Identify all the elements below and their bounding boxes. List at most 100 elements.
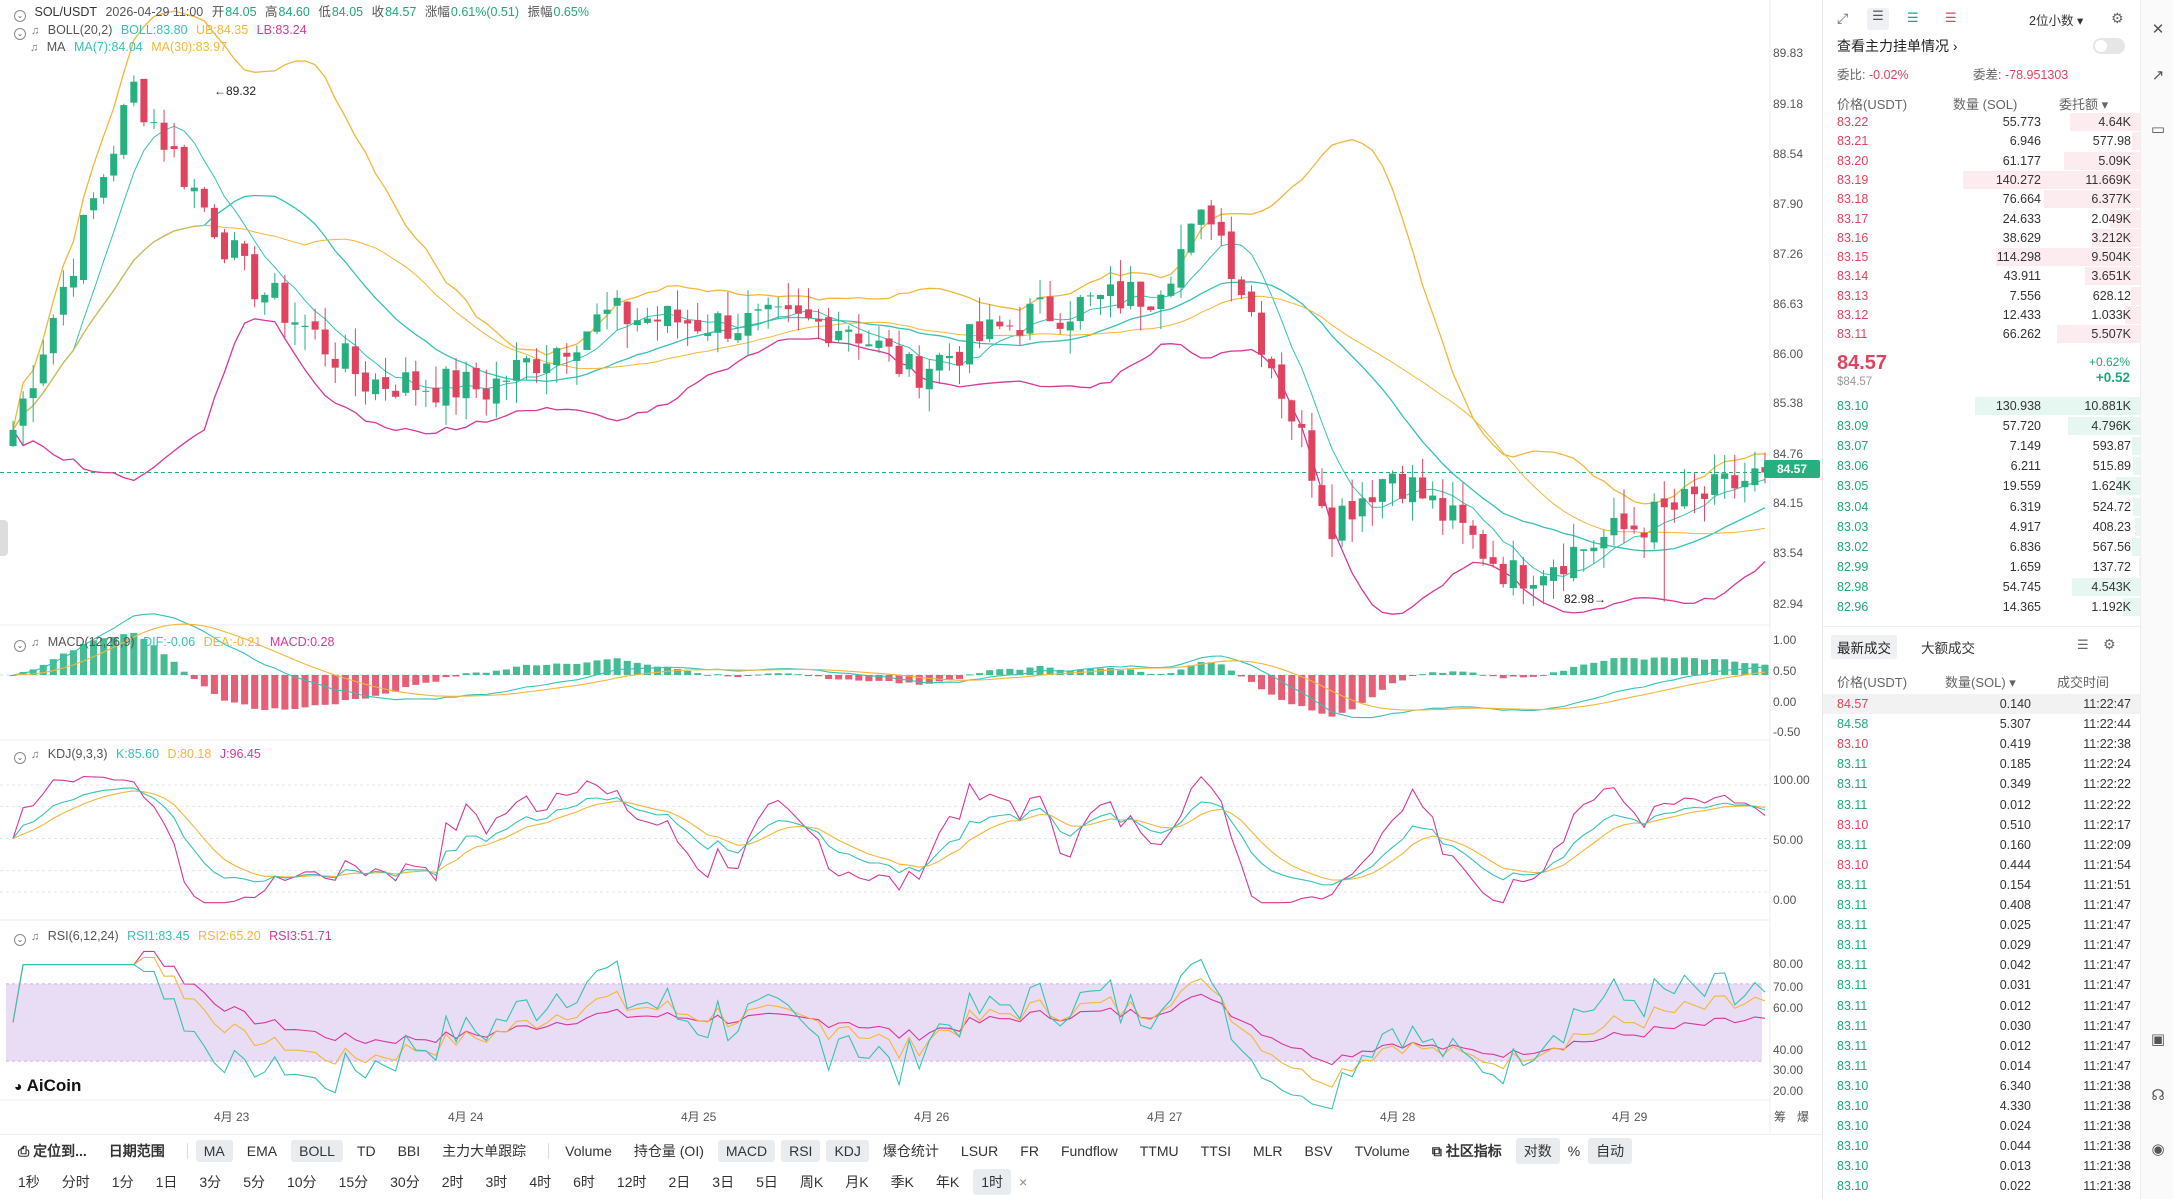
sub-ttmu[interactable]: TTMU xyxy=(1139,1142,1179,1159)
axis-corner-chip[interactable]: 筹 xyxy=(1774,1110,1787,1124)
bid-row[interactable]: 83.03 4.917 408.23 xyxy=(1823,517,2141,537)
tf-30m[interactable]: 30分 xyxy=(390,1174,420,1190)
book-bids-icon[interactable]: ☰ xyxy=(1907,10,1919,25)
collapse-icon[interactable]: ⌄ xyxy=(14,640,26,652)
tf-week[interactable]: 周K xyxy=(799,1174,824,1190)
ask-row[interactable]: 83.22 55.773 4.64K xyxy=(1823,112,2141,132)
tf-2h[interactable]: 2时 xyxy=(441,1174,464,1190)
collapse-icon[interactable]: ⌄ xyxy=(14,752,26,764)
tf-4h[interactable]: 4时 xyxy=(529,1174,552,1190)
close-icon[interactable]: ✕ xyxy=(2151,21,2165,38)
bid-row[interactable]: 83.04 6.319 524.72 xyxy=(1823,497,2141,517)
headset-icon[interactable]: ☊ xyxy=(2151,1087,2165,1104)
tf-1m[interactable]: 1分 xyxy=(111,1174,134,1190)
bid-row[interactable]: 82.99 1.659 137.72 xyxy=(1823,557,2141,577)
tf-10m[interactable]: 10分 xyxy=(286,1174,317,1190)
chart-area[interactable]: ⌄ SOL/USDT 2026-04-29 11:00 开84.05 高84.6… xyxy=(0,0,1822,1134)
ask-row[interactable]: 83.15 114.298 9.504K xyxy=(1823,247,2141,267)
sub-lsur[interactable]: LSUR xyxy=(960,1142,999,1159)
view-main-orders-link[interactable]: 查看主力挂单情况 › xyxy=(1837,36,1958,56)
trades-scrollbar[interactable] xyxy=(2126,660,2130,1190)
collapse-icon[interactable]: ⌄ xyxy=(14,28,26,40)
log-scale-toggle[interactable]: 对数 xyxy=(1515,1137,1560,1164)
bid-row[interactable]: 83.07 7.149 593.87 xyxy=(1823,436,2141,456)
tf-timeline[interactable]: 分时 xyxy=(61,1174,90,1190)
precision-select[interactable]: 2位小数 ▾ xyxy=(2029,10,2083,29)
indicator-ema[interactable]: EMA xyxy=(246,1142,278,1159)
indicator-ma[interactable]: MA xyxy=(195,1139,233,1162)
indicator-boll[interactable]: BOLL xyxy=(291,1139,343,1162)
tf-3d[interactable]: 3日 xyxy=(712,1174,735,1190)
sub-mlr[interactable]: MLR xyxy=(1252,1142,1283,1159)
tf-1s[interactable]: 1秒 xyxy=(18,1174,40,1190)
auto-scale-toggle[interactable]: 自动 xyxy=(1588,1137,1633,1164)
tab-latest-trades[interactable]: 最新成交 xyxy=(1831,635,1897,659)
community-indicator-button[interactable]: ⧉ 社区指标 xyxy=(1424,1138,1510,1164)
gear-icon[interactable]: ⚙ xyxy=(2103,636,2116,652)
left-collapse-handle[interactable] xyxy=(0,520,8,556)
bid-row[interactable]: 82.96 14.365 1.192K xyxy=(1823,597,2141,617)
bell-icon[interactable]: ♫ xyxy=(30,42,39,54)
bid-row[interactable]: 83.06 6.211 515.89 xyxy=(1823,456,2141,476)
layout-icon[interactable]: ▣ xyxy=(2150,1031,2166,1048)
ask-row[interactable]: 83.17 24.633 2.049K xyxy=(1823,209,2141,229)
tf-5d[interactable]: 5日 xyxy=(756,1174,778,1190)
tf-12h[interactable]: 12时 xyxy=(616,1174,647,1190)
sub-bsv[interactable]: BSV xyxy=(1304,1142,1333,1159)
main-orders-toggle[interactable] xyxy=(2093,38,2125,54)
sub-fundflow[interactable]: Fundflow xyxy=(1060,1142,1118,1159)
trades-col-qty[interactable]: 数量(SOL) ▾ xyxy=(1945,675,2016,690)
bell-icon[interactable]: ♫ xyxy=(31,637,40,649)
ask-row[interactable]: 83.20 61.177 5.09K xyxy=(1823,151,2141,171)
bell-icon[interactable]: ♫ xyxy=(31,931,40,943)
ask-row[interactable]: 83.12 12.433 1.033K xyxy=(1823,305,2141,325)
book-asks-icon[interactable]: ☰ xyxy=(1945,10,1957,25)
chart-line-icon[interactable]: ↗ xyxy=(2151,67,2165,84)
percent-scale-toggle[interactable]: % xyxy=(1567,1142,1581,1159)
expand-icon[interactable]: ⤢ xyxy=(1837,10,1849,26)
sub-kdj[interactable]: KDJ xyxy=(826,1139,869,1162)
gear-icon[interactable]: ⚙ xyxy=(2111,10,2124,26)
tf-quarter[interactable]: 季K xyxy=(890,1174,914,1190)
ask-row[interactable]: 83.21 6.946 577.98 xyxy=(1823,131,2141,151)
tf-month[interactable]: 月K xyxy=(845,1174,869,1190)
axis-corner-liq[interactable]: 爆 xyxy=(1797,1110,1810,1124)
bid-row[interactable]: 83.09 57.720 4.796K xyxy=(1823,416,2141,436)
indicator-td[interactable]: TD xyxy=(356,1142,376,1159)
tf-1d[interactable]: 1日 xyxy=(155,1174,178,1190)
close-timeframe-button[interactable]: × xyxy=(1019,1174,1028,1190)
sub-oi[interactable]: 持仓量 (OI) xyxy=(633,1142,704,1159)
community-icon[interactable]: ◉ xyxy=(2151,1141,2165,1158)
sub-fr[interactable]: FR xyxy=(1020,1142,1039,1159)
sub-ttsi[interactable]: TTSI xyxy=(1200,1142,1231,1159)
locate-button[interactable]: ⎙ 定位到... xyxy=(10,1138,95,1164)
ask-row[interactable]: 83.18 76.664 6.377K xyxy=(1823,189,2141,209)
filter-icon[interactable]: ☰ xyxy=(2077,637,2089,652)
bid-row[interactable]: 83.05 19.559 1.624K xyxy=(1823,476,2141,496)
ask-row[interactable]: 83.11 66.262 5.507K xyxy=(1823,324,2141,344)
ask-row[interactable]: 83.13 7.556 628.12 xyxy=(1823,286,2141,306)
sub-macd[interactable]: MACD xyxy=(717,1139,776,1162)
tf-15m[interactable]: 15分 xyxy=(338,1174,369,1190)
date-range-button[interactable]: 日期范围 xyxy=(108,1142,165,1159)
collapse-icon[interactable]: ⌄ xyxy=(14,10,26,22)
tf-6h[interactable]: 6时 xyxy=(573,1174,595,1190)
bid-row[interactable]: 83.02 6.836 567.56 xyxy=(1823,537,2141,557)
tf-year[interactable]: 年K xyxy=(935,1174,960,1190)
tf-2d[interactable]: 2日 xyxy=(668,1174,691,1190)
ask-row[interactable]: 83.19 140.272 11.669K xyxy=(1823,170,2141,190)
wallet-icon[interactable]: ▭ xyxy=(2150,121,2166,138)
book-both-icon[interactable]: ☰ xyxy=(1867,8,1889,30)
bell-icon[interactable]: ♫ xyxy=(31,25,40,37)
tf-1h[interactable]: 1时 xyxy=(973,1169,1012,1195)
sub-volume[interactable]: Volume xyxy=(565,1142,612,1159)
tab-large-trades[interactable]: 大额成交 xyxy=(1921,641,1975,656)
indicator-bbi[interactable]: BBI xyxy=(397,1142,421,1159)
collapse-icon[interactable]: ⌄ xyxy=(14,934,26,946)
sub-tvolume[interactable]: TVolume xyxy=(1354,1142,1410,1159)
tf-5m[interactable]: 5分 xyxy=(243,1174,265,1190)
tf-3m[interactable]: 3分 xyxy=(199,1174,222,1190)
bid-row[interactable]: 83.10 130.938 10.881K xyxy=(1823,396,2141,416)
sub-liquidation[interactable]: 爆仓统计 xyxy=(882,1142,939,1159)
bell-icon[interactable]: ♫ xyxy=(31,749,40,761)
